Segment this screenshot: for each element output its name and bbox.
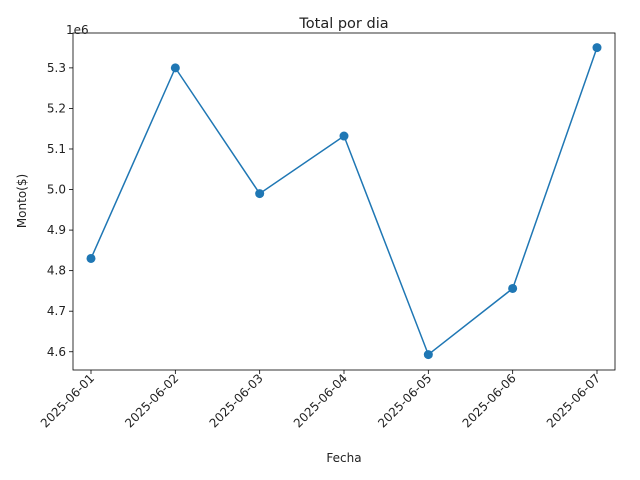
data-point — [508, 283, 518, 293]
chart-title: Total por dia — [298, 16, 388, 32]
x-tick-label: 2025-06-07 — [544, 371, 603, 430]
y-offset-label: 1e6 — [66, 23, 89, 37]
data-point — [592, 43, 602, 53]
y-axis-label: Monto($) — [15, 174, 29, 228]
y-tick-label: 5.2 — [47, 101, 66, 115]
data-point — [86, 253, 96, 263]
y-tick-label: 5.0 — [47, 183, 66, 197]
x-tick-label: 2025-06-01 — [38, 371, 97, 430]
data-point — [423, 350, 433, 360]
y-tick-label: 4.7 — [47, 304, 66, 318]
x-tick-label: 2025-06-04 — [291, 371, 350, 430]
y-tick-label: 4.8 — [47, 264, 66, 278]
y-tick-label: 4.6 — [47, 345, 66, 359]
plot-frame — [72, 32, 616, 371]
ticks-layer: 4.6 4.7 4.8 4.9 5.0 5.1 5.2 5.3 2025-06-01 2025-0… — [38, 61, 603, 431]
data-point — [170, 63, 180, 73]
x-axis-label: Fecha — [326, 451, 361, 465]
y-tick-label: 5.3 — [47, 61, 66, 75]
x-tick-label: 2025-06-05 — [375, 371, 434, 430]
x-tick-label: 2025-06-03 — [207, 371, 266, 430]
series-line — [90, 47, 598, 356]
x-tick-label: 2025-06-06 — [460, 371, 519, 430]
y-tick-label: 4.9 — [47, 223, 66, 237]
y-tick-label: 5.1 — [47, 142, 66, 156]
data-point — [255, 189, 265, 199]
x-tick-label: 2025-06-02 — [122, 371, 181, 430]
data-points — [86, 43, 602, 360]
data-point — [339, 131, 349, 141]
